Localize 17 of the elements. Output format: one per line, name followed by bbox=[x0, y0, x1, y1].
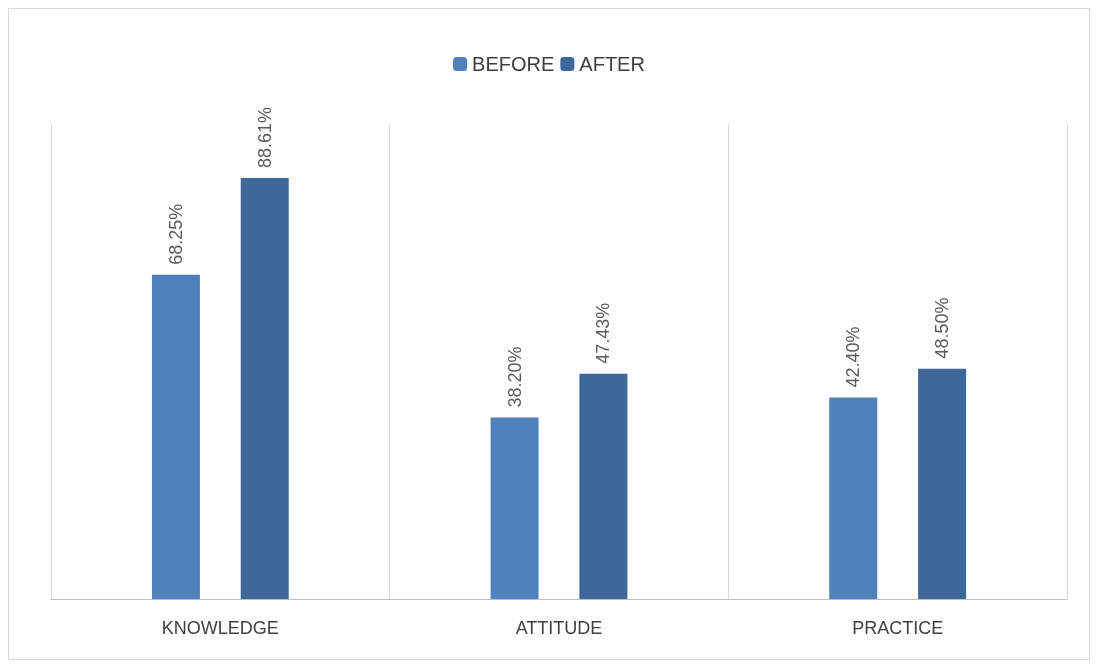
data-label: 47.43% bbox=[593, 302, 614, 364]
bar bbox=[579, 373, 628, 599]
bar bbox=[490, 417, 539, 599]
data-label: 38.20% bbox=[504, 346, 525, 408]
bar bbox=[151, 274, 200, 599]
bar bbox=[918, 368, 967, 599]
bar bbox=[829, 397, 878, 599]
data-label: 88.61% bbox=[254, 107, 275, 169]
data-label: 42.40% bbox=[843, 326, 864, 388]
data-label: 68.25% bbox=[165, 203, 186, 265]
x-tick-label: PRACTICE bbox=[852, 618, 944, 638]
x-tick-label: ATTITUDE bbox=[515, 618, 603, 638]
x-tick-label: KNOWLEDGE bbox=[161, 618, 279, 638]
legend-label: BEFORE bbox=[472, 53, 555, 75]
legend-label: AFTER bbox=[579, 53, 645, 75]
bar bbox=[240, 178, 289, 599]
data-label: 48.50% bbox=[932, 297, 953, 359]
